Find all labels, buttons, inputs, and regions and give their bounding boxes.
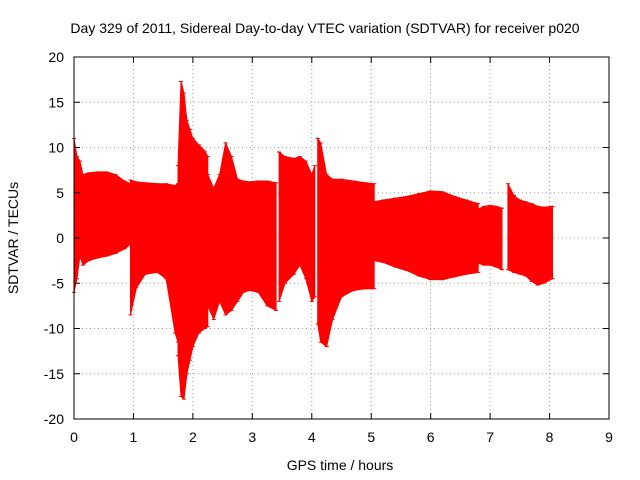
error-bar-band: [278, 150, 316, 303]
y-tick-label: 5: [56, 185, 64, 201]
x-tick-label: 8: [546, 429, 554, 445]
x-tick-label: 1: [130, 429, 138, 445]
x-tick-label: 2: [189, 429, 197, 445]
axis-tick-labels: 0 1 2 3 4 5 6 7 8 9 -20 -15 -10 -5 0 5 10 15 20: [44, 49, 613, 445]
x-tick-label: 5: [367, 429, 375, 445]
y-tick-label: 20: [48, 49, 64, 65]
x-tick-label: 0: [70, 429, 78, 445]
x-axis-label: GPS time / hours: [287, 457, 394, 473]
y-tick-label: -20: [44, 411, 64, 427]
error-bar-band: [373, 190, 479, 281]
error-bar-band: [317, 136, 375, 348]
y-tick-label: -10: [44, 321, 64, 337]
axis-ticks: [73, 56, 610, 420]
x-tick-label: 3: [248, 429, 256, 445]
x-tick-label: 4: [308, 429, 316, 445]
y-tick-label: -15: [44, 366, 64, 382]
y-axis-label: SDTVAR / TECUs: [5, 182, 21, 294]
y-tick-label: -5: [52, 275, 65, 291]
x-tick-label: 6: [427, 429, 435, 445]
x-tick-label: 9: [605, 429, 613, 445]
error-bar-band: [73, 138, 131, 293]
error-bar-band: [130, 179, 179, 343]
y-tick-label: 15: [48, 94, 64, 110]
y-tick-label: 10: [48, 140, 64, 156]
error-bar-band: [507, 183, 553, 286]
x-tick-label: 7: [486, 429, 494, 445]
data-series: [72, 80, 555, 401]
y-tick-label: 0: [56, 230, 64, 246]
chart-title: Day 329 of 2011, Sidereal Day-to-day VTE…: [70, 20, 579, 36]
error-bar-band: [207, 141, 277, 321]
error-bar-band: [477, 204, 503, 271]
